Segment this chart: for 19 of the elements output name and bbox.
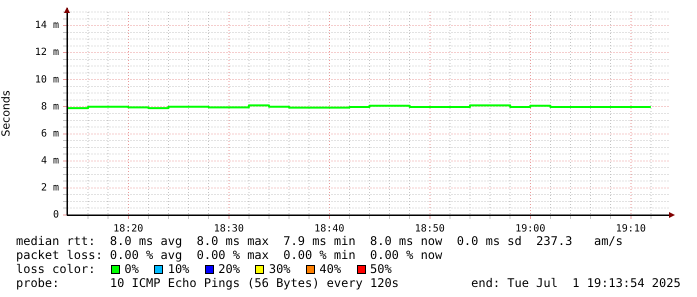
- x-tick-label: 19:00: [515, 224, 546, 235]
- x-tick-label: 18:50: [414, 224, 445, 235]
- text: packet loss: 0.00 % avg 0.00 % max 0.00 % min 0.00 % now: [16, 248, 444, 262]
- y-tick-label: 4 m: [40, 155, 59, 166]
- y-axis-title: Seconds: [0, 90, 12, 137]
- x-tick-label: 18:20: [113, 224, 144, 235]
- y-tick-label: 10 m: [34, 74, 59, 86]
- y-tick-label: 2 m: [40, 182, 59, 194]
- text: median rtt: 8.0 ms avg 8.0 ms max 7.9 ms min 8.0 ms now 0.0 ms sd 237.3 am/s: [16, 234, 624, 248]
- x-tick-label: 18:30: [214, 224, 244, 235]
- y-tick-label: 6 m: [40, 128, 59, 140]
- y-tick-label: 12 m: [34, 47, 59, 58]
- y-tick-label: 0: [52, 210, 59, 221]
- y-tick-label: 8 m: [40, 101, 59, 112]
- text: probe: 10 ICMP Echo Pings (56 Bytes) every 120s end: Tue Jul 1 19:13:54 2025: [16, 276, 681, 290]
- x-tick-label: 19:10: [616, 224, 646, 235]
- text: loss color: 0% 10% 20% 30% 40% 50%: [16, 262, 393, 276]
- x-tick-label: 18:40: [314, 224, 344, 235]
- y-tick-label: 14 m: [34, 20, 59, 32]
